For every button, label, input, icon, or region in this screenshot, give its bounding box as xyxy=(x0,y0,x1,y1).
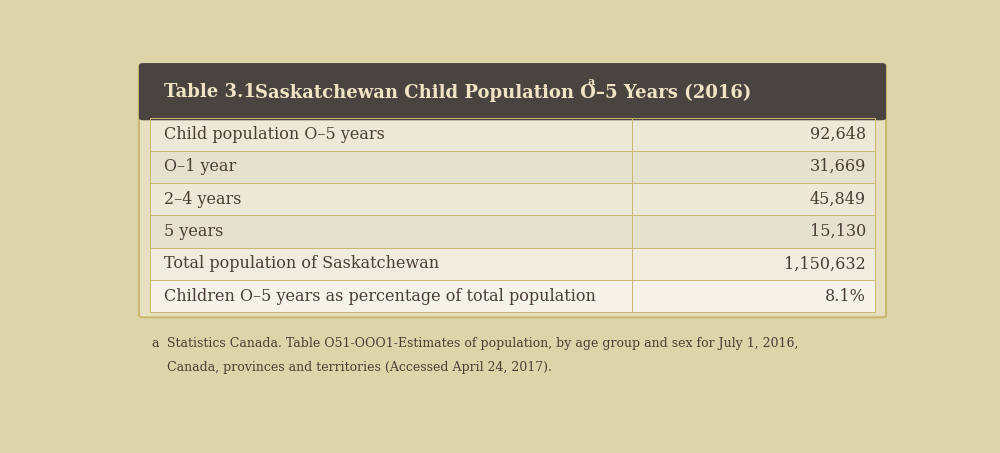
FancyBboxPatch shape xyxy=(139,63,886,120)
Text: a: a xyxy=(151,337,159,350)
Text: 92,648: 92,648 xyxy=(810,126,866,143)
Bar xyxy=(150,280,875,313)
FancyBboxPatch shape xyxy=(139,65,886,318)
Text: Table 3.1: Table 3.1 xyxy=(164,83,256,101)
Text: 45,849: 45,849 xyxy=(810,191,866,207)
Bar xyxy=(150,248,875,280)
Text: 8.1%: 8.1% xyxy=(825,288,866,305)
Text: Total population of Saskatchewan: Total population of Saskatchewan xyxy=(164,255,439,272)
Text: 31,669: 31,669 xyxy=(810,158,866,175)
Text: 5 years: 5 years xyxy=(164,223,223,240)
Text: 15,130: 15,130 xyxy=(810,223,866,240)
Text: 2–4 years: 2–4 years xyxy=(164,191,241,207)
Bar xyxy=(150,215,875,248)
Text: O–1 year: O–1 year xyxy=(164,158,236,175)
Text: 1,150,632: 1,150,632 xyxy=(784,255,866,272)
Text: Saskatchewan Child Population O–5 Years (2016): Saskatchewan Child Population O–5 Years … xyxy=(230,83,751,101)
Bar xyxy=(150,150,875,183)
Text: Child population O–5 years: Child population O–5 years xyxy=(164,126,385,143)
Text: Children O–5 years as percentage of total population: Children O–5 years as percentage of tota… xyxy=(164,288,596,305)
Bar xyxy=(150,183,875,215)
Text: Canada, provinces and territories (Accessed April 24, 2017).: Canada, provinces and territories (Acces… xyxy=(167,361,552,374)
Bar xyxy=(150,118,875,150)
Text: Statistics Canada. Table O51-OOO1-Estimates of population, by age group and sex : Statistics Canada. Table O51-OOO1-Estima… xyxy=(167,337,798,350)
Text: a: a xyxy=(588,77,595,87)
